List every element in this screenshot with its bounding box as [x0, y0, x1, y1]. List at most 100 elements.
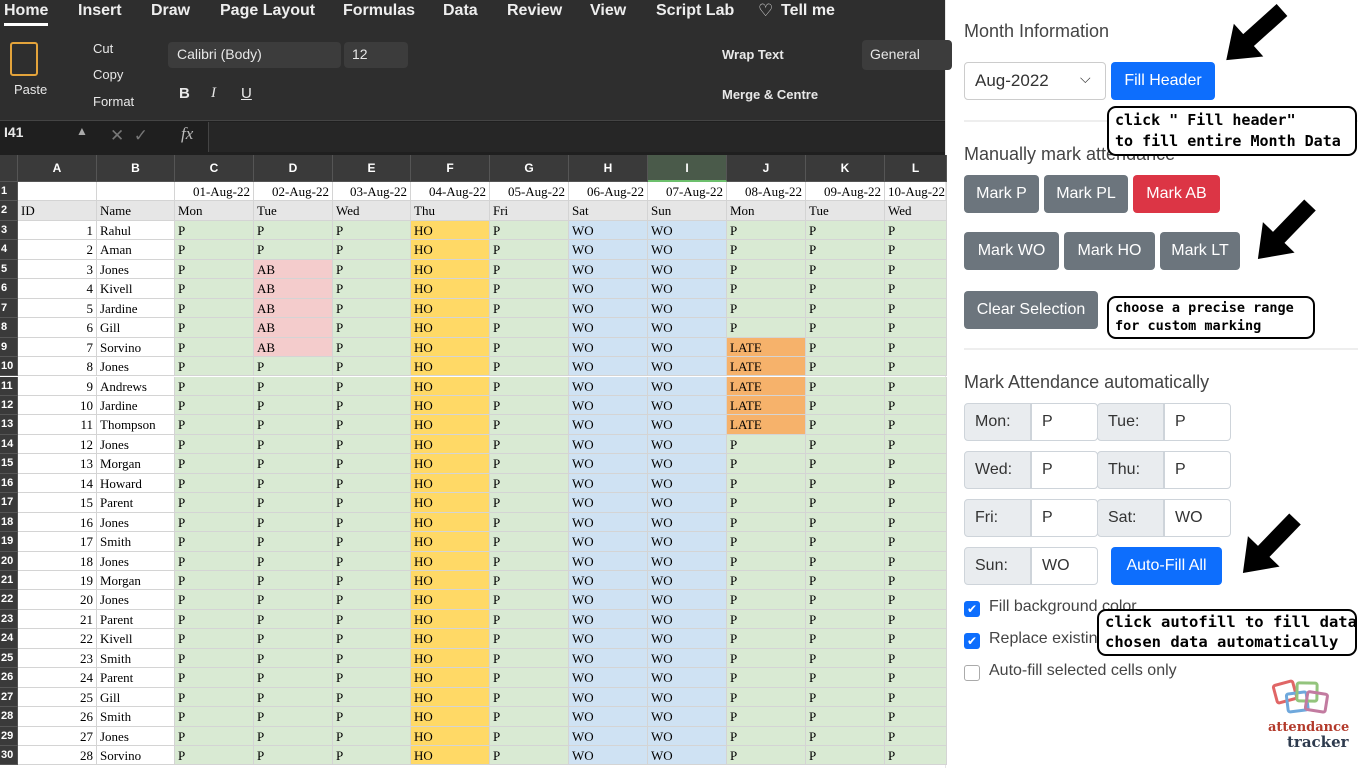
attendance-cell[interactable]: HO [411, 648, 490, 669]
ribbon-tab[interactable]: Tell me [781, 2, 835, 19]
attendance-cell[interactable]: P [490, 493, 569, 513]
attendance-cell[interactable]: P [333, 376, 411, 396]
attendance-cell[interactable]: WO [569, 590, 648, 610]
attendance-cell[interactable]: P [806, 454, 885, 474]
attendance-cell[interactable]: P [254, 648, 333, 669]
attendance-cell[interactable]: P [333, 551, 411, 571]
attendance-cell[interactable]: P [333, 687, 411, 708]
name-cell[interactable]: Aman [97, 240, 175, 260]
name-cell[interactable]: Gill [97, 687, 175, 708]
attendance-cell[interactable]: P [806, 590, 885, 610]
attendance-cell[interactable]: P [885, 434, 947, 455]
id-cell[interactable]: 17 [18, 532, 97, 552]
attendance-cell[interactable]: WO [648, 629, 727, 649]
attendance-cell[interactable]: P [806, 240, 885, 260]
attendance-cell[interactable]: P [175, 493, 254, 513]
mark-button[interactable]: Mark AB [1133, 175, 1220, 213]
name-cell[interactable]: Jardine [97, 395, 175, 416]
column-header[interactable]: C [175, 155, 254, 182]
attendance-cell[interactable]: P [806, 609, 885, 630]
id-cell[interactable]: 10 [18, 395, 97, 416]
attendance-cell[interactable]: P [727, 298, 806, 319]
attendance-cell[interactable]: P [885, 279, 947, 299]
attendance-cell[interactable]: P [175, 415, 254, 435]
attendance-cell[interactable]: P [490, 454, 569, 474]
attendance-cell[interactable]: P [490, 415, 569, 435]
stepper[interactable]: ▲ [76, 124, 88, 138]
attendance-cell[interactable]: P [254, 240, 333, 260]
mark-button[interactable]: Mark WO [964, 232, 1059, 270]
attendance-cell[interactable]: HO [411, 571, 490, 591]
attendance-cell[interactable]: AB [254, 279, 333, 299]
attendance-cell[interactable]: P [727, 454, 806, 474]
row-header[interactable]: 4 [0, 240, 18, 260]
attendance-cell[interactable]: P [254, 454, 333, 474]
attendance-cell[interactable]: P [333, 648, 411, 669]
clear-selection-button[interactable]: Clear Selection [964, 291, 1098, 329]
attendance-cell[interactable]: WO [569, 571, 648, 591]
attendance-cell[interactable]: HO [411, 318, 490, 338]
attendance-cell[interactable]: P [727, 648, 806, 669]
attendance-cell[interactable]: P [885, 473, 947, 494]
attendance-cell[interactable]: WO [569, 648, 648, 669]
id-cell[interactable]: 6 [18, 318, 97, 338]
attendance-cell[interactable]: P [254, 726, 333, 747]
attendance-cell[interactable]: P [885, 609, 947, 630]
name-cell[interactable]: Andrews [97, 376, 175, 396]
row-header[interactable]: 7 [0, 298, 18, 319]
name-cell[interactable]: Rahul [97, 220, 175, 241]
ribbon-tab[interactable]: Page Layout [220, 2, 316, 19]
attendance-cell[interactable]: P [175, 395, 254, 416]
attendance-cell[interactable]: P [727, 259, 806, 280]
attendance-cell[interactable]: P [490, 590, 569, 610]
attendance-cell[interactable]: P [885, 532, 947, 552]
attendance-cell[interactable]: P [175, 376, 254, 396]
id-cell[interactable]: 13 [18, 454, 97, 474]
attendance-cell[interactable]: WO [569, 473, 648, 494]
attendance-cell[interactable]: P [806, 746, 885, 766]
attendance-cell[interactable]: P [885, 298, 947, 319]
merge-centre[interactable]: Merge & Centre [722, 87, 819, 102]
attendance-cell[interactable]: P [490, 298, 569, 319]
name-cell[interactable]: Howard [97, 473, 175, 494]
attendance-cell[interactable]: P [727, 590, 806, 610]
id-cell[interactable]: 14 [18, 473, 97, 494]
ribbon-tab[interactable]: Home [4, 2, 49, 26]
attendance-cell[interactable]: P [333, 746, 411, 766]
header-cell[interactable]: Sun [648, 201, 727, 221]
attendance-cell[interactable]: P [806, 434, 885, 455]
attendance-cell[interactable]: P [727, 532, 806, 552]
name-cell[interactable]: Morgan [97, 454, 175, 474]
attendance-cell[interactable]: P [490, 532, 569, 552]
attendance-cell[interactable]: P [885, 318, 947, 338]
id-cell[interactable]: 22 [18, 629, 97, 649]
row-header[interactable]: 6 [0, 279, 18, 299]
name-cell[interactable]: Parent [97, 668, 175, 688]
attendance-cell[interactable]: P [254, 434, 333, 455]
attendance-cell[interactable]: WO [648, 279, 727, 299]
column-header[interactable]: A [18, 155, 97, 182]
ribbon-tab[interactable]: Review [507, 2, 563, 19]
attendance-cell[interactable]: P [806, 259, 885, 280]
attendance-cell[interactable]: P [175, 512, 254, 533]
attendance-cell[interactable]: P [727, 629, 806, 649]
date-cell[interactable]: 05-Aug-22 [490, 182, 569, 202]
row-header[interactable]: 11 [0, 376, 18, 396]
checkbox[interactable]: ✔ [964, 633, 980, 649]
column-header[interactable]: I [648, 155, 727, 182]
attendance-cell[interactable]: WO [569, 434, 648, 455]
name-cell[interactable]: Thompson [97, 415, 175, 435]
font-size[interactable]: 12 [352, 46, 368, 62]
attendance-cell[interactable]: HO [411, 337, 490, 358]
name-cell[interactable]: Jones [97, 590, 175, 610]
attendance-cell[interactable]: P [333, 473, 411, 494]
attendance-cell[interactable]: P [175, 337, 254, 358]
row-header[interactable]: 1 [0, 182, 18, 202]
attendance-cell[interactable]: WO [569, 376, 648, 396]
attendance-cell[interactable]: P [175, 318, 254, 338]
attendance-cell[interactable]: P [254, 220, 333, 241]
attendance-cell[interactable]: WO [648, 318, 727, 338]
row-header[interactable]: 21 [0, 571, 18, 591]
attendance-cell[interactable]: P [885, 707, 947, 727]
row-header[interactable]: 5 [0, 259, 18, 280]
